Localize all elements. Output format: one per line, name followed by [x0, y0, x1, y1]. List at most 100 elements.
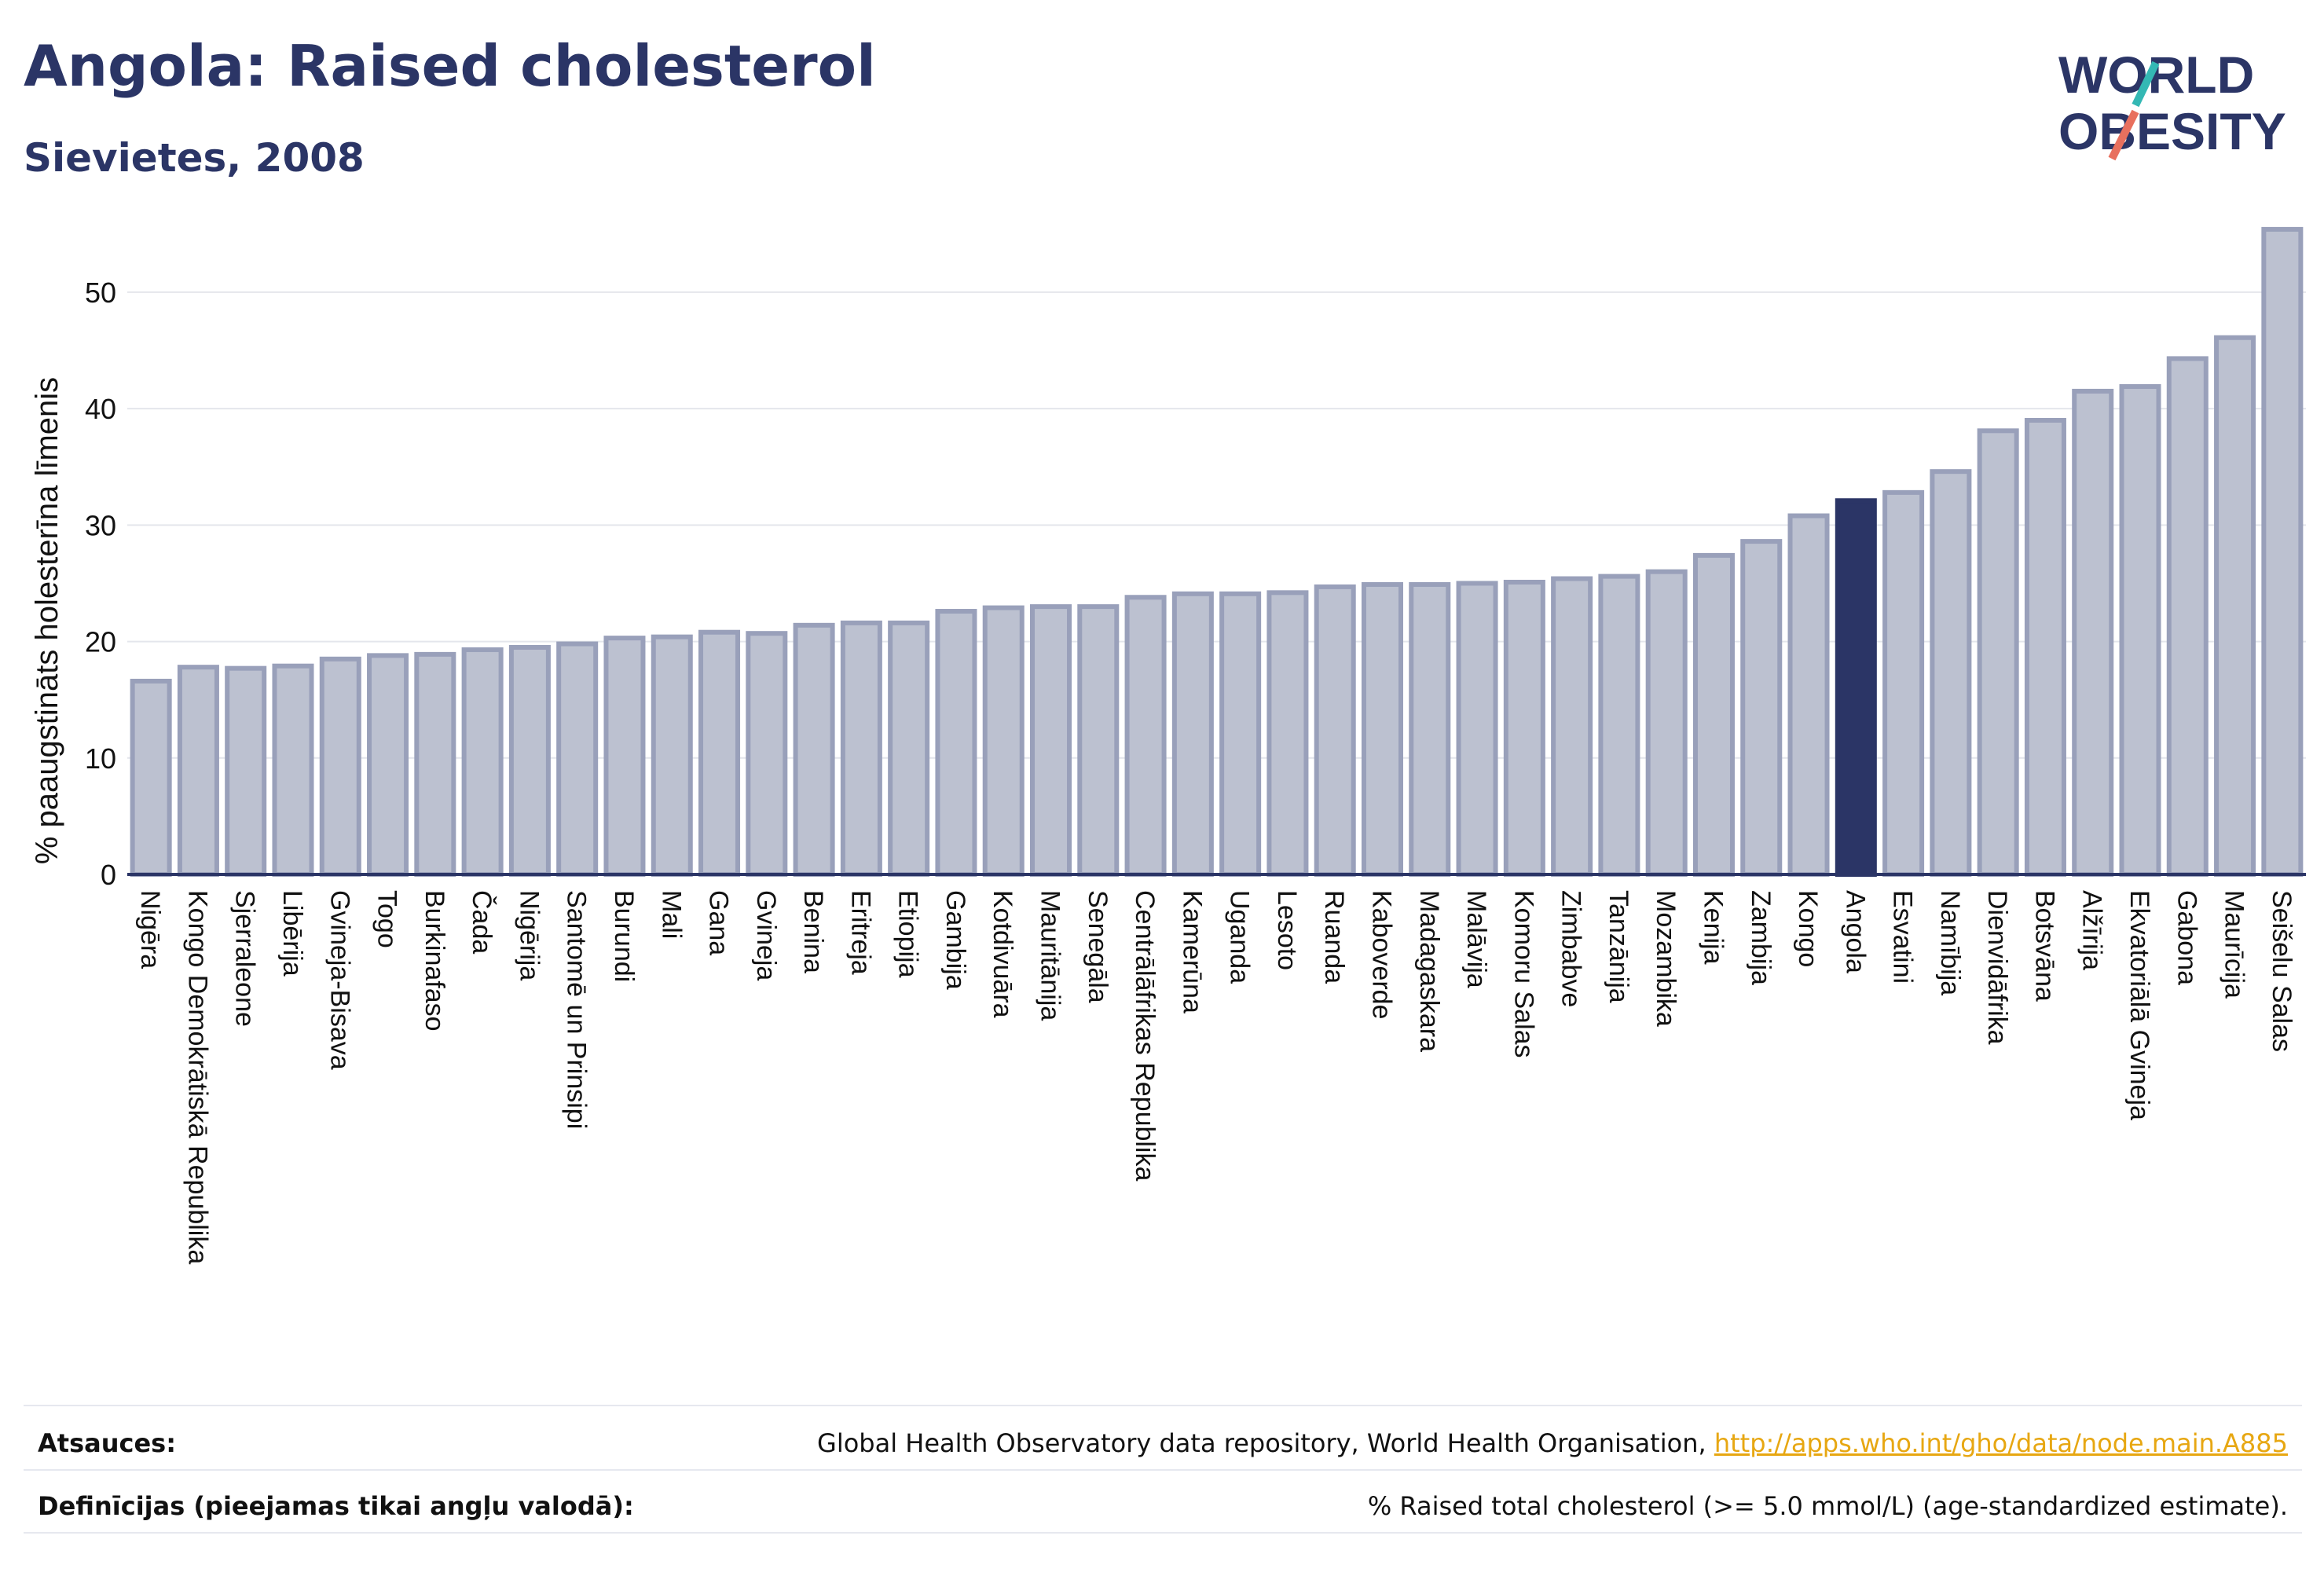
logo-line2: OBESITY [2058, 102, 2286, 160]
x-tick-label: Tanzānija [1604, 890, 1633, 1003]
x-tick-label: Maurīcija [2220, 890, 2249, 999]
y-tick-label: 0 [101, 859, 116, 891]
bar [367, 653, 409, 877]
bars [130, 226, 2304, 878]
x-tick-label: Alžīrija [2077, 890, 2107, 970]
x-tick-label: Libērija [277, 890, 307, 977]
x-tick-label: Eritreja [845, 890, 875, 975]
x-tick-label: Kongo [1793, 890, 1823, 967]
x-tick-label: Zambija [1746, 890, 1776, 985]
bar [2261, 226, 2304, 877]
x-tick-label: Seišelu Salas [2267, 890, 2297, 1052]
bar [935, 609, 977, 877]
bar [319, 656, 361, 878]
bar [1124, 595, 1167, 877]
bar [1171, 591, 1214, 878]
sources-label: Atsauces: [38, 1428, 176, 1458]
x-tick-label: Madagaskara [1414, 890, 1444, 1052]
bar [1030, 604, 1072, 877]
bar [1930, 469, 1972, 877]
y-tick-label: 30 [85, 509, 116, 541]
bar [1598, 574, 1640, 877]
sources-description: Global Health Observatory data repositor… [817, 1428, 1714, 1458]
x-tick-label: Burkinafaso [420, 890, 449, 1032]
bar [2024, 417, 2066, 877]
logo-line1: WORLD [2058, 46, 2254, 104]
x-tick-label: Kotdivuāra [988, 890, 1017, 1018]
x-tick-label: Esvatini [1888, 890, 1918, 984]
bar [130, 678, 172, 878]
bar [1219, 591, 1262, 878]
bar [698, 629, 741, 877]
bar [651, 634, 693, 878]
x-tick-label: Komoru Salas [1508, 890, 1538, 1058]
x-tick-label: Benina [798, 890, 828, 973]
bar [982, 605, 1025, 877]
x-tick-label: Kaboverde [1366, 890, 1396, 1019]
bar [888, 620, 930, 877]
bar [746, 631, 788, 877]
footer-divider-middle [24, 1469, 2302, 1471]
x-tick-label: Santomē un Prinsipi [562, 890, 592, 1129]
footer-divider-top [24, 1405, 2302, 1406]
bar [2072, 388, 2114, 877]
footer-divider-bottom [24, 1532, 2302, 1534]
x-tick-label: Ekvatoriālā Gvineja [2124, 890, 2154, 1120]
x-tick-label: Malāvija [1461, 890, 1491, 988]
x-tick-label: Gabona [2172, 890, 2201, 985]
x-tick-label: Gambija [940, 890, 970, 990]
bar [177, 665, 219, 878]
bar [793, 622, 835, 877]
x-tick-label: Etiopija [893, 890, 923, 978]
definitions-text: % Raised total cholesterol (>= 5.0 mmol/… [1367, 1491, 2288, 1521]
bar [1882, 489, 1925, 877]
x-tick-label: Sjerraleone [230, 890, 260, 1027]
bar [1361, 581, 1403, 877]
x-tick-label: Angola [1840, 890, 1870, 973]
x-tick-label: Kamerūna [1177, 890, 1207, 1013]
x-tick-label: Gana [704, 890, 734, 955]
y-tick-label: 50 [85, 277, 116, 309]
bar [1645, 569, 1688, 878]
x-tick-label: Zimbabve [1556, 890, 1586, 1007]
axes: 0 10 20 30 40 50 Nigēra Kongo Demokrātiskā Repu… [85, 277, 2306, 1264]
bar [225, 665, 267, 877]
bar [2119, 383, 2161, 878]
world-obesity-logo: WORLD OBESITY [2058, 46, 2286, 161]
x-tick-label: Kongo Demokrātiskā Republika [182, 890, 212, 1264]
bar [2166, 356, 2209, 877]
definitions-label: Definīcijas (pieejamas tikai angļu valod… [38, 1491, 634, 1521]
bar [414, 651, 456, 877]
page-subtitle: Sievietes, 2008 [24, 135, 365, 181]
bar [508, 644, 551, 877]
y-tick-label: 20 [85, 626, 116, 658]
bar [1977, 428, 2019, 877]
bar [2214, 335, 2256, 878]
bar [1787, 513, 1830, 877]
bar-highlight [1835, 498, 1877, 877]
x-tick-label: Čada [467, 890, 497, 954]
x-tick-label: Gvineja-Bisava [324, 890, 354, 1070]
x-tick-label: Namībija [1935, 890, 1965, 995]
x-tick-label: Burundi [609, 890, 639, 982]
x-tick-label: Mozambika [1651, 890, 1681, 1027]
x-tick-label: Nigēra [135, 890, 165, 969]
bar [556, 641, 599, 877]
bar [1503, 579, 1545, 877]
x-tick-label: Senegāla [1083, 890, 1113, 1003]
bar [1456, 581, 1498, 877]
x-tick-label: Centrālāfrikas Republika [1130, 890, 1160, 1181]
sources-link[interactable]: http://apps.who.int/gho/data/node.main.A… [1714, 1428, 2288, 1458]
x-tick-label: Botsvāna [2029, 890, 2059, 1002]
x-tick-label: Gvineja [751, 890, 781, 980]
y-tick-label: 10 [85, 742, 116, 775]
bar [461, 647, 504, 877]
bar [1740, 539, 1783, 877]
page-title: Angola: Raised cholesterol [24, 33, 876, 99]
bar [272, 663, 314, 877]
x-tick-label: Mauritānija [1036, 890, 1065, 1021]
bar [1266, 590, 1309, 877]
logo-slash-red [2108, 109, 2139, 161]
x-tick-label: Uganda [1225, 890, 1255, 984]
x-tick-label: Ruanda [1319, 890, 1349, 984]
